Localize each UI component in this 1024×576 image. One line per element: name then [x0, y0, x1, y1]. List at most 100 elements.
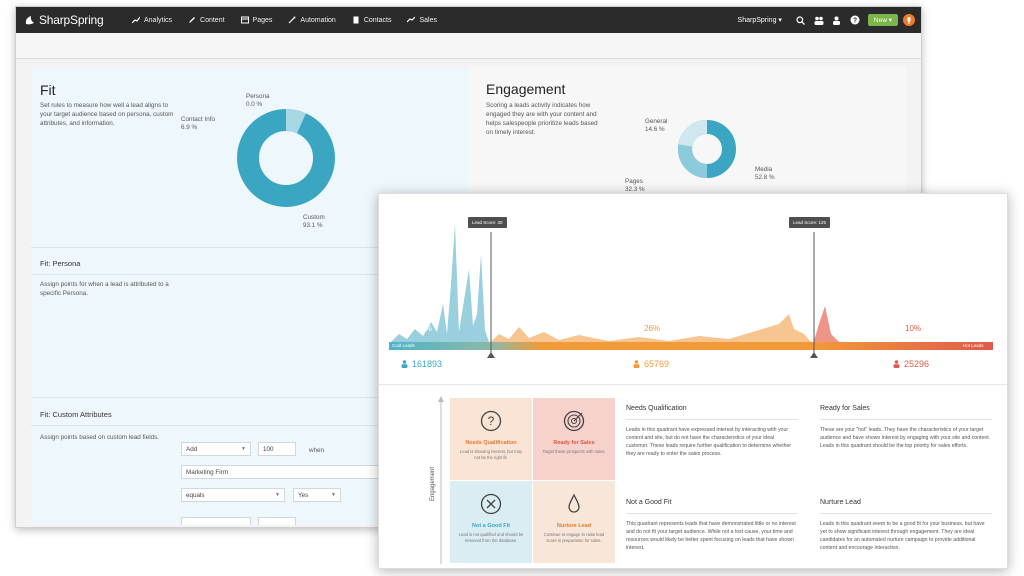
- team-icon[interactable]: [814, 15, 824, 25]
- fit-donut-chart: [237, 108, 335, 207]
- drop-icon: [568, 493, 580, 513]
- quadrant-needs-qualification-title: Needs Qualification: [465, 440, 517, 446]
- detail-needs-qualification-text: Leads in this quadrant have expressed in…: [626, 427, 792, 457]
- quadrant-needs-qualification[interactable]: ? Needs Qualification Lead is showing in…: [450, 398, 532, 480]
- account-switcher[interactable]: SharpSpring ▾: [737, 17, 782, 24]
- detail-nurture-lead-text: Leads in this quadrant seem to be a good…: [820, 521, 985, 551]
- detail-nurture-lead-title: Nurture Lead: [820, 499, 861, 506]
- wand-icon: [288, 16, 296, 24]
- nav-contacts-label: Contacts: [363, 16, 392, 24]
- fit-label-custom: Custom 93.1 %: [303, 214, 325, 230]
- quadrant-ready-for-sales-title: Ready for Sales: [553, 440, 595, 446]
- eng-label-media: Media 52.8 %: [755, 166, 775, 182]
- fit-custom-title: Fit: Custom Attributes: [40, 410, 112, 419]
- engagement-donut-pages: [678, 144, 708, 178]
- rule-action-value: Add: [186, 445, 198, 453]
- quadrant-nurture-lead[interactable]: Nurture Lead Continue to engage to raise…: [533, 481, 615, 563]
- nav-content[interactable]: Content: [180, 7, 233, 33]
- detail-divider-2: [820, 419, 992, 420]
- rule-operator-select[interactable]: equals ▼: [181, 488, 285, 502]
- nav-contacts[interactable]: Contacts: [344, 7, 400, 33]
- top-navigation-bar: SharpSpring Analytics Content Pages Aut: [16, 7, 921, 33]
- chevron-down-icon: ▼: [275, 492, 280, 498]
- fit-description: Set rules to measure how well a lead ali…: [40, 102, 174, 127]
- lead-score-tooltip-left[interactable]: Lead Score: 30: [468, 217, 507, 228]
- contacts-icon: [353, 16, 359, 24]
- nav-analytics[interactable]: Analytics: [124, 7, 180, 33]
- detail-ready-for-sales-title: Ready for Sales: [820, 405, 870, 412]
- quadrant-needs-qualification-desc: Lead is showing interest, but may not be…: [459, 449, 523, 460]
- fit-label-persona-value: 0.0 %: [246, 101, 263, 108]
- cold-leads-percent: 64%: [416, 324, 433, 333]
- cold-leads-count: 161893: [401, 359, 442, 369]
- target-icon: [563, 410, 585, 432]
- person-icon: [893, 360, 900, 368]
- lead-score-tooltip-right[interactable]: Lead Score: 125: [789, 217, 831, 228]
- mid-leads-count-value: 65769: [644, 359, 670, 369]
- nav-pages[interactable]: Pages: [233, 7, 281, 33]
- rule-extra-field[interactable]: [181, 517, 251, 525]
- engagement-title: Engagement: [486, 81, 566, 97]
- pages-icon: [240, 16, 249, 24]
- rule-attribute-select[interactable]: Marketing Firm: [181, 465, 381, 479]
- fit-divider-1: [31, 247, 469, 248]
- engagement-axis-arrow: [438, 396, 444, 402]
- hot-leads-count-value: 25296: [904, 359, 930, 369]
- lead-score-gradient-bar: [389, 342, 993, 350]
- quadrant-not-a-good-fit-desc: Lead is not qualified and should be remo…: [458, 532, 524, 543]
- lead-distribution-chart: [389, 224, 993, 358]
- quadrant-nurture-lead-desc: Continue to engage to raise lead score i…: [543, 532, 605, 543]
- fit-donut-contact-info: [285, 108, 306, 134]
- eng-label-pages-value: 32.3 %: [625, 186, 645, 193]
- mid-leads-count: 65769: [633, 359, 669, 369]
- rule-value-select[interactable]: Yes ▼: [293, 488, 341, 502]
- rule-points-input[interactable]: 100: [258, 442, 296, 456]
- eng-label-media-value: 52.8 %: [755, 174, 775, 181]
- fit-divider-2: [31, 274, 469, 275]
- rule-value-value: Yes: [298, 491, 309, 499]
- app-logo[interactable]: SharpSpring: [16, 13, 124, 27]
- rule-points-value: 100: [263, 445, 274, 453]
- lead-score-marker-left-arrow: [487, 352, 495, 358]
- detail-not-a-good-fit-text: This quadrant represents leads that have…: [626, 521, 796, 551]
- fit-title: Fit: [40, 82, 56, 98]
- detail-needs-qualification-title: Needs Qualification: [626, 405, 687, 412]
- pencil-icon: [189, 17, 196, 23]
- eng-label-media-name: Media: [755, 166, 773, 173]
- hot-leads-count: 25296: [893, 359, 929, 369]
- quadrant-ready-for-sales[interactable]: Ready for Sales Target these prospects w…: [533, 398, 615, 480]
- quadrant-nurture-lead-title: Nurture Lead: [556, 523, 592, 529]
- nav-sales[interactable]: Sales: [399, 7, 445, 33]
- rule-extra-field-2[interactable]: [258, 517, 296, 525]
- eng-label-general: General 14.6 %: [645, 118, 667, 134]
- fit-persona-description: Assign points for when a lead is attribu…: [40, 281, 169, 297]
- cold-leads-area: [389, 224, 491, 344]
- analytics-icon: [132, 16, 140, 24]
- app-logo-text: SharpSpring: [39, 13, 104, 27]
- fit-label-persona-name: Persona: [246, 93, 270, 100]
- fit-custom-description: Assign points based on custom lead field…: [40, 434, 160, 441]
- detail-not-a-good-fit-title: Not a Good Fit: [626, 499, 672, 506]
- rule-action-select[interactable]: Add ▼: [181, 442, 251, 456]
- hot-leads-percent: 10%: [905, 324, 922, 333]
- engagement-axis-label: Engagement: [430, 466, 436, 501]
- hot-leads-area: [813, 306, 879, 344]
- engagement-donut-general: [678, 120, 708, 148]
- mid-leads-percent: 26%: [644, 324, 661, 333]
- fit-persona-title: Fit: Persona: [40, 259, 81, 268]
- engagement-description: Scoring a leads activity indicates how e…: [486, 102, 598, 136]
- search-icon[interactable]: [796, 15, 806, 25]
- notifications-avatar[interactable]: [903, 14, 915, 26]
- top-right-controls: SharpSpring ▾ ? New ▾: [738, 14, 921, 26]
- sales-icon: [407, 16, 416, 23]
- new-button[interactable]: New ▾: [867, 14, 898, 26]
- eng-label-pages: Pages 32.3 %: [625, 178, 645, 194]
- engagement-axis: [438, 396, 444, 564]
- quadrant-not-a-good-fit[interactable]: Not a Good Fit Lead is not qualified and…: [450, 481, 532, 563]
- detail-divider-1: [626, 419, 798, 420]
- help-icon[interactable]: ?: [850, 15, 860, 25]
- nav-automation[interactable]: Automation: [280, 7, 343, 33]
- detail-divider-3: [626, 513, 798, 514]
- user-icon[interactable]: [832, 15, 842, 25]
- nav-pages-label: Pages: [252, 16, 273, 24]
